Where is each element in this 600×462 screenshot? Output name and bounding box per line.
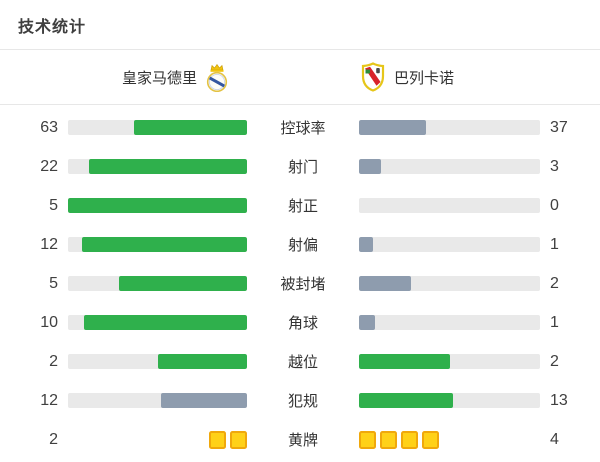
stat-label: 射偏 (287, 237, 318, 254)
away-team-header[interactable]: 巴列卡诺 (300, 62, 600, 92)
home-bar (68, 159, 247, 174)
away-value: 1 (550, 313, 559, 331)
away-bar-fill (359, 237, 373, 252)
page-title: 技术统计 (18, 18, 87, 36)
stat-label: 角球 (287, 315, 318, 332)
yellow-card-icon (359, 430, 376, 449)
away-bar (359, 159, 540, 174)
away-value: 2 (550, 274, 559, 292)
away-value: 3 (550, 157, 559, 175)
home-bar (68, 120, 247, 135)
stat-label: 越位 (287, 354, 318, 371)
yellow-card-icon (401, 430, 418, 449)
away-value: 13 (550, 391, 568, 409)
stat-label: 犯规 (287, 393, 318, 410)
away-value: 1 (550, 235, 559, 253)
home-bar (68, 393, 247, 408)
divider-header (0, 104, 600, 105)
away-bar (359, 315, 540, 330)
away-bar (359, 354, 540, 369)
yellow-card-icon (422, 430, 439, 449)
home-value: 22 (40, 157, 58, 175)
stat-rows: 63 控球率 37 22 射门 3 5 射正 0 12 射偏 1 5 被封堵 2 10 角球 1 2 越位 2 12 犯规 1… (0, 105, 600, 459)
home-bar-fill (84, 315, 247, 330)
home-bar (68, 198, 247, 213)
away-value: 0 (550, 196, 559, 214)
stat-label: 黄牌 (287, 432, 318, 449)
away-bar (359, 120, 540, 135)
away-value: 2 (550, 352, 559, 370)
away-yellow-cards (359, 430, 540, 449)
home-bar (68, 315, 247, 330)
stat-row-off-target: 12 射偏 1 (0, 225, 600, 264)
stat-row-shots: 22 射门 3 (0, 147, 600, 186)
home-value: 12 (40, 235, 58, 253)
stat-row-possession: 63 控球率 37 (0, 108, 600, 147)
home-team-header[interactable]: 皇家马德里 (0, 62, 300, 92)
home-bar-fill (119, 276, 247, 291)
away-bar-fill (359, 354, 450, 369)
yellow-card-icon (230, 430, 247, 449)
away-bar (359, 198, 540, 213)
stat-label: 控球率 (280, 120, 326, 137)
home-value: 63 (40, 118, 58, 136)
away-bar (359, 276, 540, 291)
home-bar-fill (81, 237, 247, 252)
home-team-name: 皇家马德里 (121, 69, 197, 87)
stat-row-on-target: 5 射正 0 (0, 186, 600, 225)
divider-top (0, 49, 600, 50)
away-bar (359, 237, 540, 252)
stat-label: 射正 (287, 198, 318, 215)
stat-label: 射门 (287, 159, 318, 176)
home-value: 2 (49, 430, 58, 448)
away-team-crest-icon (361, 62, 385, 92)
away-bar-fill (359, 159, 381, 174)
home-bar-fill (68, 198, 247, 213)
home-bar (68, 354, 247, 369)
stat-row-corners: 10 角球 1 (0, 303, 600, 342)
yellow-card-icon (209, 430, 226, 449)
home-bar-fill (161, 393, 247, 408)
home-value: 12 (40, 391, 58, 409)
home-value: 2 (49, 352, 58, 370)
stat-row-offsides: 2 越位 2 (0, 342, 600, 381)
home-bar-fill (157, 354, 247, 369)
away-bar-fill (359, 315, 376, 330)
teams-header: 皇家马德里 巴列卡诺 (0, 50, 600, 104)
home-value: 5 (49, 196, 58, 214)
home-bar-fill (89, 159, 247, 174)
yellow-card-icon (380, 430, 397, 449)
away-value: 37 (550, 118, 568, 136)
stat-row-blocked: 5 被封堵 2 (0, 264, 600, 303)
away-bar-fill (359, 120, 426, 135)
away-bar (359, 393, 540, 408)
home-bar (68, 237, 247, 252)
away-team-name: 巴列卡诺 (394, 69, 455, 87)
home-team-crest-icon (206, 63, 228, 92)
away-bar-fill (359, 276, 411, 291)
home-value: 10 (40, 313, 58, 331)
away-value: 4 (550, 430, 559, 448)
stat-row-yellow-cards: 2 黄牌 4 (0, 420, 600, 459)
stat-row-fouls: 12 犯规 13 (0, 381, 600, 420)
title-bar: 技术统计 (0, 0, 600, 49)
home-bar (68, 276, 247, 291)
away-bar-fill (359, 393, 454, 408)
home-value: 5 (49, 274, 58, 292)
home-bar-fill (134, 120, 247, 135)
home-yellow-cards (68, 430, 247, 449)
stat-label: 被封堵 (280, 276, 326, 293)
